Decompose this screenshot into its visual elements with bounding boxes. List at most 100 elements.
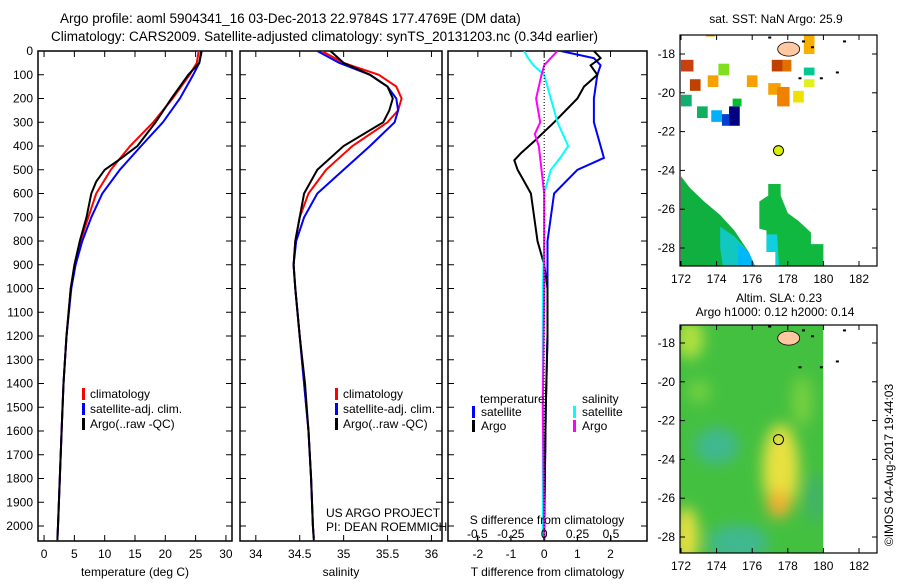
s-x-tick-label: 0.5 bbox=[603, 527, 620, 541]
project-note-line1: US ARGO PROJECT bbox=[326, 506, 441, 520]
legend-label: Argo bbox=[481, 419, 507, 433]
small-island bbox=[768, 325, 772, 328]
sla-field bbox=[680, 325, 877, 553]
imos-credit: ©IMOS 04-Aug-2017 19:44:03 bbox=[882, 384, 896, 547]
sla-anomaly bbox=[694, 427, 739, 464]
y-tick-label: 1900 bbox=[6, 495, 33, 509]
sla-anomaly bbox=[762, 424, 799, 515]
y-tick-label: 400 bbox=[13, 139, 33, 153]
sst-cell bbox=[777, 86, 790, 107]
small-island bbox=[768, 36, 772, 39]
sst-cell bbox=[793, 90, 804, 103]
sst-cell bbox=[803, 67, 815, 76]
y-tick-label: 1700 bbox=[6, 448, 33, 462]
s-x-tick-label: -0.5 bbox=[467, 527, 488, 541]
x-tick-label: 34.5 bbox=[288, 547, 312, 561]
x-tick-label: 2 bbox=[607, 547, 614, 561]
x-tick-label: 30 bbox=[219, 547, 233, 561]
legend-swatch bbox=[335, 403, 338, 415]
small-island bbox=[802, 329, 806, 332]
legend-swatch bbox=[82, 388, 85, 400]
sst-cell bbox=[718, 63, 730, 76]
sla-anomaly bbox=[680, 325, 704, 360]
lon-tick-label: 176 bbox=[742, 559, 762, 573]
salinity-panel: 34 34.5 35 35.5 36 salinity climatologysatelli… bbox=[239, 50, 443, 579]
legend-label: Argo(..raw -QC) bbox=[343, 417, 428, 431]
sst-cell bbox=[768, 83, 781, 95]
x-tick-label: 5 bbox=[71, 547, 78, 561]
sla-blobs bbox=[680, 325, 823, 553]
sst-cells bbox=[681, 35, 846, 266]
lon-tick-label: 178 bbox=[778, 272, 798, 286]
small-island bbox=[819, 77, 823, 80]
x-axis-label: salinity bbox=[323, 565, 360, 579]
sst-cell bbox=[721, 114, 730, 126]
x-tick-label: 36 bbox=[425, 547, 439, 561]
s-axis-label: S difference from climatology bbox=[470, 513, 625, 527]
legend-swatch bbox=[573, 406, 576, 418]
sst-cell bbox=[711, 110, 722, 122]
s-x-tick-label: 0 bbox=[541, 527, 548, 541]
series-line-s-argo bbox=[533, 51, 559, 541]
y-tick-label: 300 bbox=[13, 115, 33, 129]
legend-swatch bbox=[472, 406, 475, 418]
sst-cell bbox=[729, 106, 740, 126]
legend-label: satellite-adj. clim. bbox=[343, 402, 435, 416]
small-island bbox=[798, 366, 802, 369]
series-line-satellite-adj-clim- bbox=[56, 51, 203, 538]
lat-tick-label: -26 bbox=[658, 202, 676, 216]
sla-anomaly bbox=[766, 490, 791, 519]
sst-cell bbox=[697, 106, 708, 119]
sla-anomaly bbox=[806, 473, 823, 524]
sst-region-east bbox=[759, 183, 824, 266]
legend-title: salinity bbox=[582, 392, 619, 406]
y-tick-label: 1800 bbox=[6, 472, 33, 486]
lat-tick-label: -18 bbox=[658, 336, 676, 350]
x-axis-label: T difference from climatology bbox=[471, 565, 625, 579]
legend-swatch bbox=[573, 420, 576, 432]
sst-region-west-cold bbox=[737, 244, 756, 266]
small-island bbox=[802, 40, 806, 43]
x-tick-label: 0 bbox=[41, 547, 48, 561]
x-tick-label: 0 bbox=[541, 547, 548, 561]
legend-swatch bbox=[472, 420, 475, 432]
lon-tick-label: 174 bbox=[707, 272, 727, 286]
y-tick-label: 0 bbox=[26, 44, 33, 58]
y-tick-label: 1400 bbox=[6, 377, 33, 391]
sst-cell bbox=[707, 75, 719, 87]
x-tick-label: 10 bbox=[98, 547, 112, 561]
fiji-island bbox=[777, 330, 801, 346]
legend-swatch bbox=[82, 418, 85, 430]
figure-title-line1: Argo profile: aoml 5904341_16 03-Dec-201… bbox=[60, 11, 521, 26]
lat-tick-label: -24 bbox=[658, 452, 676, 466]
x-tick-label: -2 bbox=[473, 547, 484, 561]
x-tick-label: -1 bbox=[506, 547, 517, 561]
lat-tick-label: -24 bbox=[658, 163, 676, 177]
lon-tick-label: 174 bbox=[707, 559, 727, 573]
sst-cell bbox=[771, 59, 783, 72]
y-tick-label: 2000 bbox=[6, 519, 33, 533]
lon-tick-label: 182 bbox=[849, 559, 869, 573]
sla-anomaly bbox=[707, 524, 768, 553]
legend-label: climatology bbox=[90, 387, 150, 401]
y-tick-label: 200 bbox=[13, 92, 33, 106]
legend-swatch bbox=[335, 388, 338, 400]
sla-map: 172 174 176 178 180 182 -18 -20 -22 -24 -26 -28 bbox=[658, 324, 878, 573]
legend-label: Argo bbox=[582, 419, 608, 433]
sst-cell bbox=[681, 94, 692, 107]
lat-tick-label: -28 bbox=[658, 241, 676, 255]
plot-frame bbox=[37, 50, 233, 542]
small-island bbox=[798, 77, 802, 80]
lon-tick-label: 172 bbox=[671, 559, 691, 573]
sst-cell bbox=[803, 79, 815, 87]
x-tick-label: 35 bbox=[337, 547, 351, 561]
lon-tick-label: 180 bbox=[813, 559, 833, 573]
s-x-tick-label: 0.25 bbox=[566, 527, 590, 541]
y-tick-label: 100 bbox=[13, 68, 33, 82]
series-line-satellite-adj-clim- bbox=[292, 51, 400, 538]
x-tick-label: 20 bbox=[159, 547, 173, 561]
sla-anomaly bbox=[792, 376, 813, 427]
small-island bbox=[835, 360, 839, 363]
y-tick-label: 900 bbox=[13, 258, 33, 272]
